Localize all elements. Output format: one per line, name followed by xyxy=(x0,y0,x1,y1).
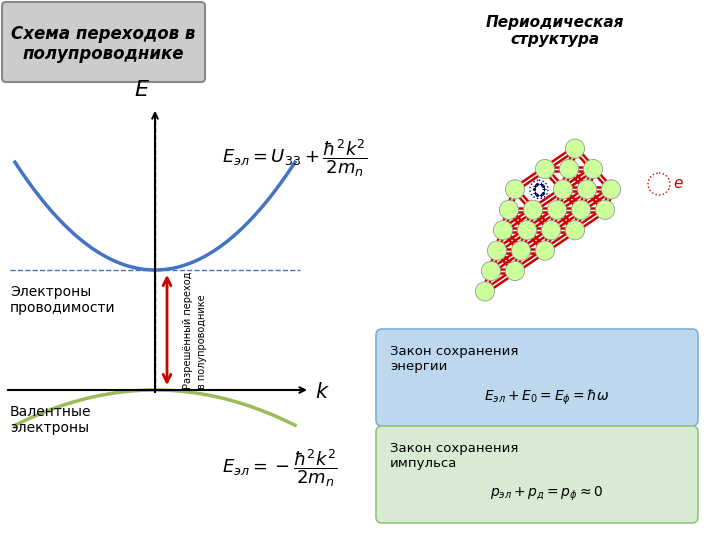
Circle shape xyxy=(572,200,590,219)
Text: Периодическая
структура: Периодическая структура xyxy=(486,15,624,48)
Text: Электроны
проводимости: Электроны проводимости xyxy=(10,285,116,315)
Circle shape xyxy=(565,139,585,158)
Circle shape xyxy=(583,159,603,179)
FancyBboxPatch shape xyxy=(376,329,698,426)
Circle shape xyxy=(595,200,615,219)
Circle shape xyxy=(505,261,525,281)
Circle shape xyxy=(601,180,621,199)
Circle shape xyxy=(505,180,525,199)
Circle shape xyxy=(487,241,507,260)
Circle shape xyxy=(482,261,500,281)
FancyBboxPatch shape xyxy=(2,2,205,82)
FancyBboxPatch shape xyxy=(376,426,698,523)
Circle shape xyxy=(475,282,495,301)
Circle shape xyxy=(536,241,554,260)
Text: Схема переходов в
полупроводнике: Схема переходов в полупроводнике xyxy=(11,25,195,63)
Text: Разрешённый переход
в полупроводнике: Разрешённый переход в полупроводнике xyxy=(183,271,207,389)
Text: $E_{\mathit{эл}} + E_0 = E_\phi = \hbar\omega$: $E_{\mathit{эл}} + E_0 = E_\phi = \hbar\… xyxy=(485,387,610,407)
Text: $k$: $k$ xyxy=(315,382,330,402)
Circle shape xyxy=(559,159,579,179)
Circle shape xyxy=(577,180,597,199)
Circle shape xyxy=(530,180,548,199)
Text: $e$: $e$ xyxy=(673,177,684,192)
Circle shape xyxy=(518,221,536,240)
Circle shape xyxy=(536,159,554,179)
Text: Закон сохранения
импульса: Закон сохранения импульса xyxy=(390,442,518,470)
Text: $E$: $E$ xyxy=(134,80,150,100)
Circle shape xyxy=(493,221,513,240)
Circle shape xyxy=(523,200,543,219)
Text: Валентные
электроны: Валентные электроны xyxy=(10,405,91,435)
Circle shape xyxy=(547,200,567,219)
Circle shape xyxy=(554,180,572,199)
Text: Закон сохранения
энергии: Закон сохранения энергии xyxy=(390,345,518,373)
Circle shape xyxy=(541,221,561,240)
Circle shape xyxy=(565,221,585,240)
Text: $E_{\mathit{эл}} = U_{33} + \dfrac{\hbar^2 k^2}{2m_n}$: $E_{\mathit{эл}} = U_{33} + \dfrac{\hbar… xyxy=(222,137,367,179)
Circle shape xyxy=(648,173,670,195)
Circle shape xyxy=(511,241,531,260)
Circle shape xyxy=(500,200,518,219)
Text: $E_{\mathit{эл}} = -\dfrac{\hbar^2 k^2}{2m_n}$: $E_{\mathit{эл}} = -\dfrac{\hbar^2 k^2}{… xyxy=(222,447,338,489)
Text: $p_{\mathit{эл}} + p_д = p_\phi \approx 0$: $p_{\mathit{эл}} + p_д = p_\phi \approx … xyxy=(490,485,603,503)
